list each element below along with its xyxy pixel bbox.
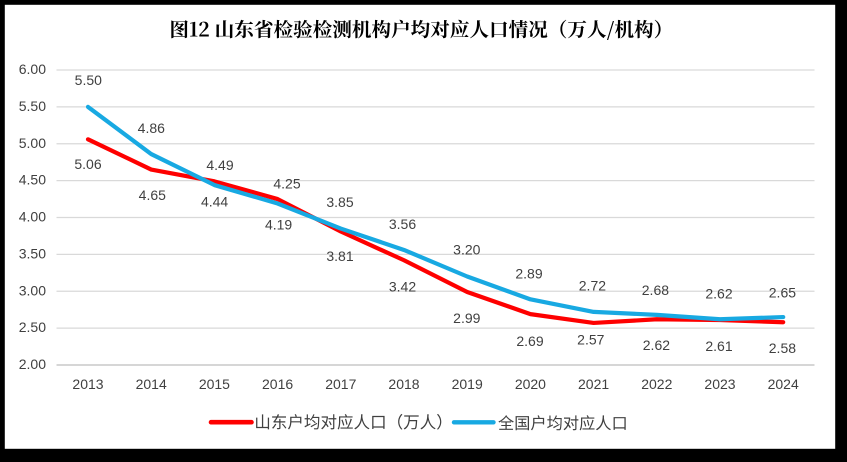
svg-text:2.65: 2.65 [769,284,796,300]
svg-text:4.19: 4.19 [265,216,292,232]
svg-text:2021: 2021 [578,376,609,392]
svg-text:3.56: 3.56 [389,216,416,232]
svg-text:4.65: 4.65 [139,187,166,203]
svg-text:2019: 2019 [452,376,483,392]
svg-text:5.50: 5.50 [75,72,102,88]
svg-text:2.50: 2.50 [19,319,46,335]
svg-text:2016: 2016 [262,376,293,392]
svg-text:2.58: 2.58 [769,340,796,356]
svg-text:2024: 2024 [768,376,799,392]
svg-text:2.68: 2.68 [642,282,669,298]
svg-text:2020: 2020 [515,376,546,392]
svg-text:2.99: 2.99 [453,310,480,326]
svg-text:3.00: 3.00 [19,282,46,298]
svg-text:2.00: 2.00 [19,356,46,372]
svg-text:2018: 2018 [388,376,419,392]
svg-text:5.00: 5.00 [19,135,46,151]
svg-text:2.57: 2.57 [577,332,604,348]
svg-text:2017: 2017 [325,376,356,392]
svg-text:4.00: 4.00 [19,209,46,225]
svg-text:3.20: 3.20 [453,242,480,258]
svg-text:3.50: 3.50 [19,245,46,261]
svg-text:2023: 2023 [704,376,735,392]
svg-text:4.44: 4.44 [201,194,228,210]
svg-text:2.62: 2.62 [705,285,732,301]
svg-text:2015: 2015 [199,376,230,392]
svg-text:5.50: 5.50 [19,98,46,114]
svg-text:2.89: 2.89 [515,266,542,282]
svg-text:2.61: 2.61 [705,338,732,354]
svg-text:2.62: 2.62 [643,337,670,353]
svg-text:2013: 2013 [72,376,103,392]
svg-text:3.81: 3.81 [326,248,353,264]
svg-text:2022: 2022 [641,376,672,392]
svg-text:2014: 2014 [136,376,167,392]
svg-text:2.69: 2.69 [516,333,543,349]
svg-text:4.25: 4.25 [273,176,300,192]
svg-text:4.50: 4.50 [19,172,46,188]
svg-text:6.00: 6.00 [19,61,46,77]
svg-text:3.85: 3.85 [326,194,353,210]
svg-text:5.06: 5.06 [74,156,101,172]
svg-text:4.49: 4.49 [206,157,233,173]
svg-text:3.42: 3.42 [389,279,416,295]
svg-text:2.72: 2.72 [579,278,606,294]
svg-text:4.86: 4.86 [138,120,165,136]
